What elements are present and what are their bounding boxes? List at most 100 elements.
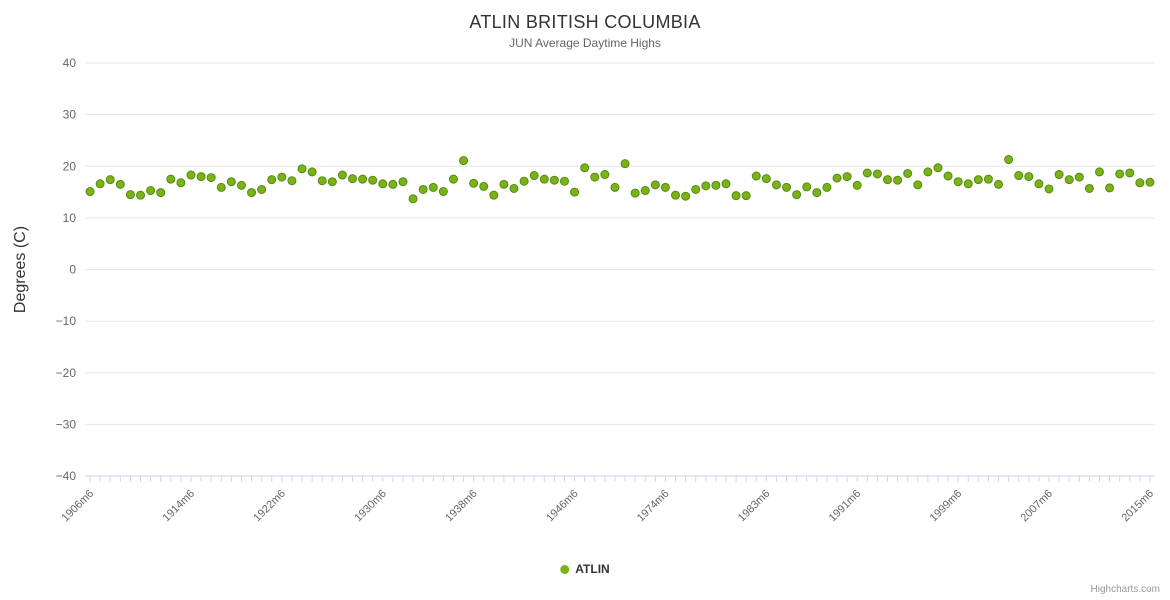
data-point[interactable] [802,182,812,192]
credits-link[interactable]: Highcharts.com [1090,584,1160,595]
data-point[interactable] [448,174,458,184]
data-point[interactable] [751,171,761,181]
data-point[interactable] [358,174,368,184]
data-point[interactable] [479,181,489,191]
legend-item-atlin[interactable]: ATLIN [560,562,610,576]
data-point[interactable] [1125,168,1135,178]
data-point[interactable] [1054,170,1064,180]
data-point[interactable] [378,179,388,189]
data-point[interactable] [428,182,438,192]
data-point[interactable] [1084,183,1094,193]
data-point[interactable] [125,190,135,200]
data-point[interactable] [862,168,872,178]
data-point[interactable] [933,163,943,173]
data-point[interactable] [408,194,418,204]
data-point[interactable] [570,187,580,197]
data-point[interactable] [186,170,196,180]
data-point[interactable] [136,190,146,200]
data-point[interactable] [297,164,307,174]
data-point[interactable] [348,174,357,184]
data-point[interactable] [1024,172,1034,182]
data-point[interactable] [1115,169,1125,179]
data-point[interactable] [95,179,105,189]
data-point[interactable] [216,182,226,192]
data-point[interactable] [963,179,973,189]
data-point[interactable] [459,156,469,166]
data-point[interactable] [499,179,509,189]
data-point[interactable] [469,178,479,188]
data-point[interactable] [529,171,539,181]
data-point[interactable] [317,176,327,186]
data-point[interactable] [559,176,569,186]
data-point[interactable] [509,183,519,193]
data-point[interactable] [1004,155,1014,165]
data-point[interactable] [903,168,913,178]
data-point[interactable] [287,176,297,186]
data-point[interactable] [166,174,176,184]
data-point[interactable] [630,188,640,198]
data-point[interactable] [519,176,529,186]
data-point[interactable] [398,177,408,187]
data-point[interactable] [681,191,691,201]
data-point[interactable] [539,174,549,184]
data-point[interactable] [1074,172,1084,182]
data-point[interactable] [782,182,792,192]
data-point[interactable] [792,190,802,200]
data-point[interactable] [893,175,903,185]
data-point[interactable] [883,175,892,185]
data-point[interactable] [822,182,832,192]
data-point[interactable] [489,190,499,200]
data-point[interactable] [418,184,428,194]
data-point[interactable] [1105,183,1115,193]
data-point[interactable] [731,191,741,201]
data-point[interactable] [640,186,650,196]
data-point[interactable] [1145,177,1155,187]
data-point[interactable] [660,182,670,192]
data-point[interactable] [620,159,630,169]
data-point[interactable] [307,167,317,177]
data-point[interactable] [236,180,246,190]
data-point[interactable] [923,167,933,177]
data-point[interactable] [1034,179,1044,189]
data-point[interactable] [913,180,923,190]
data-point[interactable] [943,171,953,181]
data-point[interactable] [600,170,610,180]
data-point[interactable] [277,172,287,182]
data-point[interactable] [146,186,156,196]
data-point[interactable] [983,174,993,184]
data-point[interactable] [590,172,600,182]
data-point[interactable] [761,174,771,184]
data-point[interactable] [247,188,257,198]
data-point[interactable] [650,180,660,190]
data-point[interactable] [973,175,983,185]
data-point[interactable] [1135,178,1145,188]
data-point[interactable] [711,180,721,190]
data-point[interactable] [176,178,186,188]
data-point[interactable] [610,182,620,192]
data-point[interactable] [771,180,781,190]
data-point[interactable] [812,188,822,198]
data-point[interactable] [549,175,559,185]
data-point[interactable] [105,175,115,185]
data-point[interactable] [368,175,378,185]
data-point[interactable] [327,177,337,187]
data-point[interactable] [994,179,1004,189]
data-point[interactable] [206,173,216,183]
data-point[interactable] [196,172,206,182]
data-point[interactable] [226,177,236,187]
data-point[interactable] [115,179,125,189]
data-point[interactable] [691,184,701,194]
data-point[interactable] [852,180,862,190]
data-point[interactable] [1064,175,1074,185]
data-point[interactable] [1094,167,1104,177]
data-point[interactable] [1044,184,1054,194]
data-point[interactable] [337,170,347,180]
data-point[interactable] [832,173,842,183]
data-point[interactable] [741,191,751,201]
data-point[interactable] [953,177,963,187]
data-point[interactable] [671,190,681,200]
data-point[interactable] [85,187,95,197]
data-point[interactable] [1014,171,1024,181]
data-point[interactable] [721,179,731,189]
data-point[interactable] [872,169,882,179]
